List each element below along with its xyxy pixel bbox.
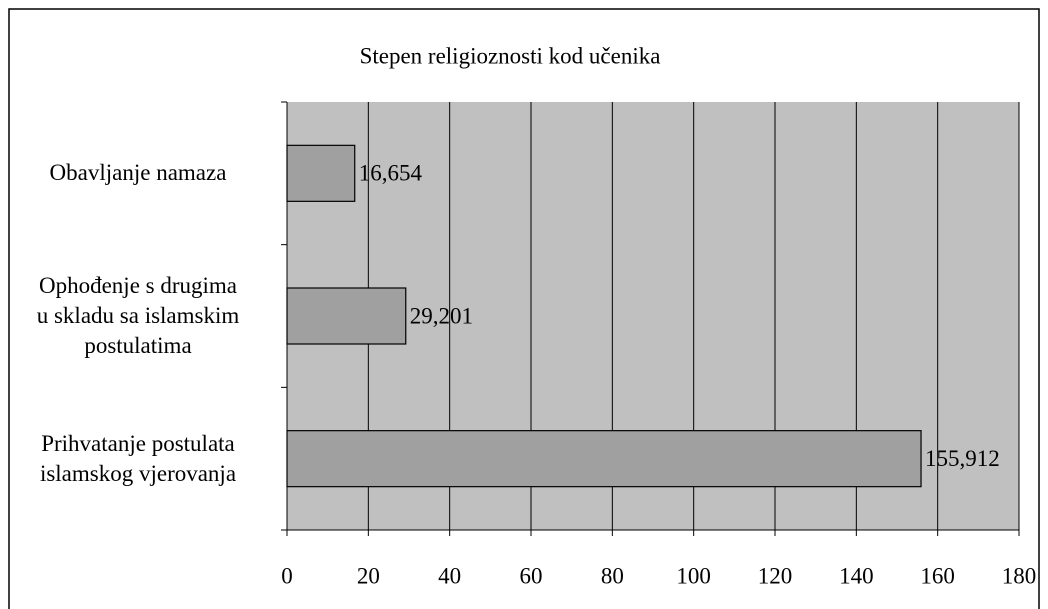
x-tick-label: 140 <box>839 563 874 588</box>
y-tick-label: Obavljanje namaza <box>49 160 227 186</box>
chart-title: Stepen religioznosti kod učenika <box>360 43 661 68</box>
y-tick-label: Prihvatanje postulata islamskog vjerovan… <box>39 430 237 486</box>
bar <box>286 430 922 488</box>
data-label: 16,654 <box>359 161 423 186</box>
x-tick-label: 180 <box>1002 563 1037 588</box>
x-tick-label: 40 <box>438 563 461 588</box>
bar <box>286 287 407 345</box>
x-tick-label: 160 <box>920 563 955 588</box>
x-tick-label: 60 <box>520 563 543 588</box>
x-tick-label: 20 <box>357 563 380 588</box>
x-tick-label: 120 <box>758 563 793 588</box>
bar <box>286 144 356 202</box>
data-label: 29,201 <box>410 303 473 328</box>
x-tick-label: 80 <box>601 563 624 588</box>
x-tick-label: 100 <box>676 563 711 588</box>
data-label: 155,912 <box>925 446 1000 471</box>
x-tick-label: 0 <box>281 563 293 588</box>
y-tick-label: Ophođenje s drugima u skladu sa islamski… <box>36 273 240 358</box>
